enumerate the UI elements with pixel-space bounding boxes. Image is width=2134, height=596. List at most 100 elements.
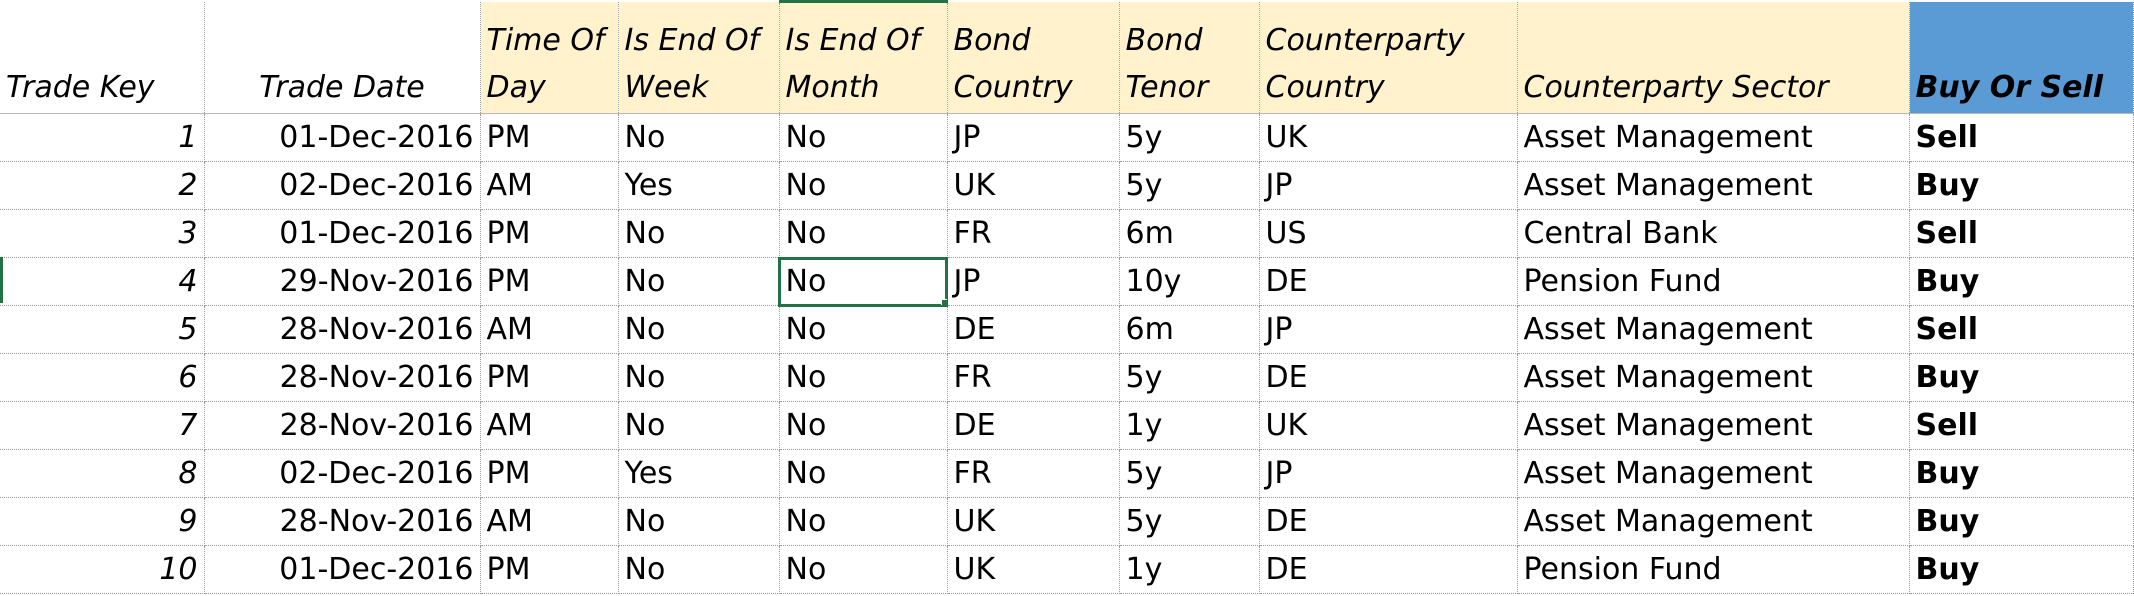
table-cell[interactable]: AM — [480, 161, 619, 210]
header-cell[interactable]: Is End Of Week — [618, 1, 780, 114]
table-cell[interactable]: DE — [947, 305, 1120, 354]
table-cell[interactable]: 6m — [1119, 209, 1260, 258]
table-cell[interactable]: Sell — [1909, 209, 2134, 258]
header-cell[interactable]: Buy Or Sell — [1909, 1, 2134, 114]
header-cell[interactable]: Counterparty Country — [1259, 1, 1518, 114]
table-cell[interactable]: UK — [947, 545, 1120, 594]
table-cell[interactable]: No — [618, 113, 780, 162]
table-cell[interactable]: FR — [947, 449, 1120, 498]
table-cell[interactable]: No — [618, 209, 780, 258]
table-cell[interactable]: No — [779, 353, 948, 402]
table-cell[interactable]: DE — [947, 401, 1120, 450]
table-cell[interactable]: Buy — [1909, 257, 2134, 306]
table-cell[interactable]: No — [779, 497, 948, 546]
table-cell[interactable]: DE — [1259, 257, 1518, 306]
table-cell[interactable]: Asset Management — [1517, 305, 1910, 354]
selected-cell[interactable]: No — [778, 256, 948, 307]
table-cell[interactable]: JP — [1259, 305, 1518, 354]
table-cell[interactable]: 02-Dec-2016 — [204, 161, 481, 210]
table-cell[interactable]: AM — [480, 401, 619, 450]
table-cell[interactable]: Sell — [1909, 113, 2134, 162]
table-cell[interactable]: PM — [480, 257, 619, 306]
table-cell[interactable]: 2 — [0, 161, 205, 210]
fill-handle[interactable] — [940, 299, 946, 305]
table-cell[interactable]: US — [1259, 209, 1518, 258]
table-cell[interactable]: No — [618, 497, 780, 546]
table-cell[interactable]: 6 — [0, 353, 205, 402]
table-cell[interactable]: 8 — [0, 449, 205, 498]
table-cell[interactable]: No — [618, 257, 780, 306]
table-cell[interactable]: Asset Management — [1517, 449, 1910, 498]
table-cell[interactable]: No — [779, 113, 948, 162]
table-cell[interactable]: AM — [480, 497, 619, 546]
table-cell[interactable]: PM — [480, 545, 619, 594]
table-cell[interactable]: No — [779, 161, 948, 210]
table-cell[interactable]: Pension Fund — [1517, 545, 1910, 594]
header-cell[interactable]: Time Of Day — [480, 1, 619, 114]
table-cell[interactable]: No — [779, 209, 948, 258]
table-cell[interactable]: 01-Dec-2016 — [204, 545, 481, 594]
table-cell[interactable]: PM — [480, 353, 619, 402]
table-cell[interactable]: 29-Nov-2016 — [204, 257, 481, 306]
header-cell[interactable]: Trade Date — [204, 1, 481, 114]
table-cell[interactable]: Buy — [1909, 449, 2134, 498]
table-cell[interactable]: 5y — [1119, 497, 1260, 546]
table-cell[interactable]: Sell — [1909, 401, 2134, 450]
table-cell[interactable]: No — [779, 449, 948, 498]
table-cell[interactable]: Sell — [1909, 305, 2134, 354]
header-cell[interactable]: Bond Tenor — [1119, 1, 1260, 114]
table-cell[interactable]: 01-Dec-2016 — [204, 209, 481, 258]
table-cell[interactable]: Asset Management — [1517, 497, 1910, 546]
table-cell[interactable]: Asset Management — [1517, 353, 1910, 402]
table-cell[interactable]: 1y — [1119, 401, 1260, 450]
table-cell[interactable]: 5y — [1119, 353, 1260, 402]
table-cell[interactable]: No — [779, 545, 948, 594]
table-cell[interactable]: Central Bank — [1517, 209, 1910, 258]
table-cell[interactable]: FR — [947, 209, 1120, 258]
table-cell[interactable]: 5 — [0, 305, 205, 354]
header-cell[interactable]: Counterparty Sector — [1517, 1, 1910, 114]
table-cell[interactable]: DE — [1259, 497, 1518, 546]
table-cell[interactable]: 1 — [0, 113, 205, 162]
table-cell[interactable]: Asset Management — [1517, 401, 1910, 450]
table-cell[interactable]: No — [779, 305, 948, 354]
table-cell[interactable]: JP — [947, 113, 1120, 162]
table-cell[interactable]: UK — [947, 497, 1120, 546]
table-cell[interactable]: No — [779, 401, 948, 450]
table-cell[interactable]: AM — [480, 305, 619, 354]
table-cell[interactable]: No — [618, 353, 780, 402]
table-cell[interactable]: JP — [1259, 449, 1518, 498]
table-cell[interactable]: 9 — [0, 497, 205, 546]
table-cell[interactable]: JP — [947, 257, 1120, 306]
table-cell[interactable]: No — [618, 545, 780, 594]
table-cell[interactable]: 01-Dec-2016 — [204, 113, 481, 162]
table-cell[interactable]: Pension Fund — [1517, 257, 1910, 306]
table-cell[interactable]: 02-Dec-2016 — [204, 449, 481, 498]
table-cell[interactable]: 28-Nov-2016 — [204, 401, 481, 450]
table-cell[interactable]: PM — [480, 113, 619, 162]
table-cell[interactable]: Asset Management — [1517, 161, 1910, 210]
table-cell[interactable]: 1y — [1119, 545, 1260, 594]
table-cell[interactable]: 10 — [0, 545, 205, 594]
table-cell[interactable]: 10y — [1119, 257, 1260, 306]
table-cell[interactable]: UK — [947, 161, 1120, 210]
table-cell[interactable]: 4 — [0, 257, 205, 306]
table-cell[interactable]: 5y — [1119, 161, 1260, 210]
table-cell[interactable]: UK — [1259, 113, 1518, 162]
table-cell[interactable]: PM — [480, 209, 619, 258]
table-cell[interactable]: No — [618, 305, 780, 354]
table-cell[interactable]: Buy — [1909, 545, 2134, 594]
table-cell[interactable]: JP — [1259, 161, 1518, 210]
header-cell[interactable]: Bond Country — [947, 1, 1120, 114]
table-cell[interactable]: Buy — [1909, 161, 2134, 210]
table-cell[interactable]: Yes — [618, 161, 780, 210]
header-cell[interactable]: Is End Of Month — [779, 0, 948, 114]
table-cell[interactable]: UK — [1259, 401, 1518, 450]
table-cell[interactable]: FR — [947, 353, 1120, 402]
table-cell[interactable]: 28-Nov-2016 — [204, 305, 481, 354]
table-cell[interactable]: DE — [1259, 545, 1518, 594]
table-cell[interactable]: 28-Nov-2016 — [204, 497, 481, 546]
table-cell[interactable]: 6m — [1119, 305, 1260, 354]
table-cell[interactable]: 28-Nov-2016 — [204, 353, 481, 402]
table-cell[interactable]: 3 — [0, 209, 205, 258]
